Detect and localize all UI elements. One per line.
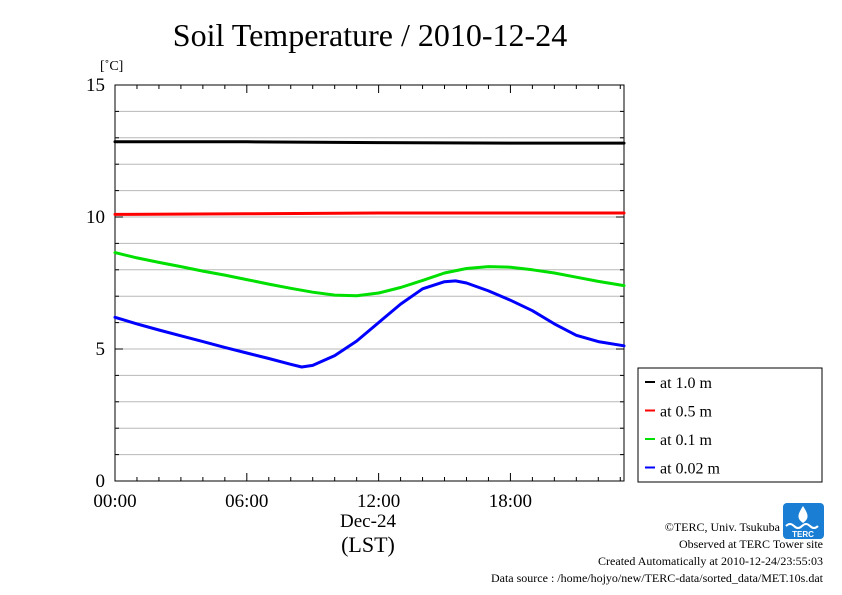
x-tick-label: 06:00 <box>225 491 268 512</box>
observed-text: Observed at TERC Tower site <box>679 537 823 551</box>
x-axis-label: (LST) <box>341 532 395 557</box>
series-line-0 <box>113 140 626 145</box>
chart-title: Soil Temperature / 2010-12-24 <box>173 17 567 53</box>
legend-label: at 1.0 m <box>660 375 713 392</box>
legend-label: at 0.1 m <box>660 432 713 449</box>
logo-text: TERC <box>792 530 814 539</box>
legend-label: at 0.02 m <box>660 461 721 478</box>
y-tick-label: 10 <box>86 207 105 228</box>
created-text: Created Automatically at 2010-12-24/23:5… <box>598 554 823 568</box>
axis-ticks: 0 5 10 15 00:00 06:00 12:00 18:00 <box>86 75 624 512</box>
legend: at 1.0 m at 0.5 m at 0.1 m at 0.02 m <box>645 375 721 478</box>
terc-logo: TERC <box>783 503 824 539</box>
series-lines <box>113 140 626 369</box>
copyright-text: ©TERC, Univ. Tsukuba <box>665 520 781 534</box>
grid-lines <box>115 110 624 456</box>
data-source-text: Data source : /home/hojyo/new/TERC-data/… <box>491 571 824 585</box>
y-axis-unit: [˚C] <box>100 59 123 74</box>
x-tick-label: 12:00 <box>357 491 400 512</box>
plot-area <box>114 84 625 482</box>
x-tick-label: 18:00 <box>489 491 532 512</box>
x-tick-label: 00:00 <box>93 491 136 512</box>
legend-box <box>637 367 823 483</box>
y-tick-label: 0 <box>96 471 106 492</box>
series-line-3 <box>113 279 626 369</box>
series-line-1 <box>113 211 626 216</box>
y-tick-label: 15 <box>86 75 105 96</box>
legend-label: at 0.5 m <box>660 404 713 421</box>
y-tick-label: 5 <box>96 339 106 360</box>
date-label: Dec-24 <box>340 511 396 532</box>
series-line-2 <box>113 251 626 298</box>
